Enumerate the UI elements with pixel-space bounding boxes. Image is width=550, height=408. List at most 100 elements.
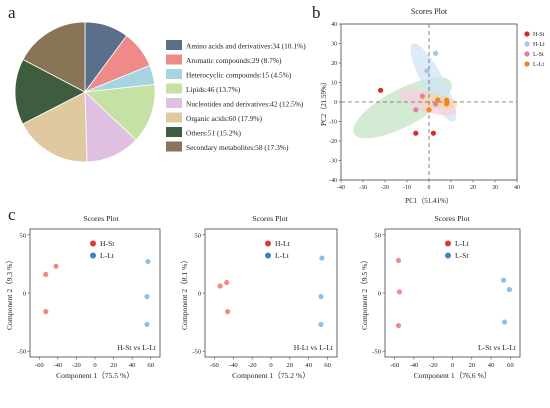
data-point [501, 319, 508, 325]
panel-label-c: c [8, 205, 16, 224]
data-point [435, 97, 441, 103]
legend-swatch [166, 69, 182, 79]
x-tick-label: -20 [72, 362, 81, 369]
data-point [433, 101, 439, 107]
x-tick-label: 60 [324, 362, 331, 369]
x-tick-label: 20 [468, 362, 475, 369]
y-tick-label: 30 [331, 42, 337, 48]
legend-swatch [166, 54, 182, 65]
x-tick-label: 40 [129, 362, 136, 369]
pie-legend: Amino acids and derivatives:34 (10.1%) Ar… [166, 40, 306, 152]
y-tick-label: 0 [198, 291, 202, 298]
legend-label: L-Lt [533, 62, 544, 68]
x-tick-label: -40 [410, 362, 419, 369]
legend-swatch [166, 112, 182, 123]
x-axis-label: Component 1（76.6 %） [414, 371, 492, 380]
y-tick-label: -30 [329, 159, 337, 165]
chart-title: Scores Plot [83, 214, 119, 223]
x-axis-label: Component 1（75.5 %） [56, 371, 134, 380]
comparison-annotation: L-St vs L-Lt [478, 343, 517, 352]
data-point [444, 97, 450, 103]
pie-chart [14, 21, 156, 163]
legend-label: H-Lt [533, 42, 545, 48]
data-point [426, 107, 432, 113]
pie-slice [84, 84, 156, 141]
plot-frame [29, 228, 161, 358]
legend-marker [524, 61, 530, 67]
x-tick-label: 0 [269, 362, 273, 369]
legend-marker [90, 240, 96, 247]
data-point [413, 107, 419, 113]
pie-slice [22, 91, 88, 163]
y-tick-label: 40 [331, 22, 337, 28]
data-point [225, 309, 231, 315]
scores-plot-hst-vs-llt: Scores Plot -60 -40 -20 0 20 40 60 -50 0 50 Compone… [5, 214, 161, 380]
legend-label: Nucleotides and derivatives:42 (12.5%) [186, 100, 304, 109]
data-point [318, 321, 324, 328]
y-tick-label: -50 [372, 349, 381, 356]
y-tick-label: -40 [329, 178, 337, 184]
legend-label: L-Lt [275, 251, 290, 260]
y-tick-label: 0 [334, 100, 337, 106]
legend-label: Amino acids and derivatives:34 (10.1%) [186, 42, 306, 51]
x-tick-label: 20 [287, 362, 294, 369]
y-tick-label: -10 [329, 120, 337, 126]
legend-marker [524, 41, 530, 47]
x-tick-label: 30 [492, 185, 498, 191]
data-point [413, 130, 419, 136]
y-axis-label: Component 2（9.5 %） [360, 256, 369, 330]
y-tick-label: 50 [374, 232, 381, 239]
data-point [424, 68, 430, 74]
y-tick-label: 0 [378, 291, 382, 298]
y-tick-label: 50 [194, 232, 201, 239]
legend-label: L-St [455, 251, 469, 260]
y-tick-label: 10 [331, 81, 337, 87]
x-tick-label: -20 [248, 362, 257, 369]
x-tick-label: 0 [428, 185, 431, 191]
y-axis-label: PC2（21.59%） [320, 78, 328, 126]
data-point [145, 258, 151, 265]
y-tick-label: -50 [17, 349, 26, 356]
legend-label: Secondary metabolites:58 (17.3%) [186, 143, 289, 152]
data-point [419, 93, 425, 99]
legend-label: L-Lt [455, 239, 470, 248]
legend-marker [445, 240, 451, 247]
data-point [433, 50, 439, 56]
data-point [43, 271, 49, 277]
panel-label-b: b [312, 3, 321, 22]
x-axis-label: Component 1（75.2 %） [232, 371, 310, 380]
x-tick-label: -40 [229, 362, 238, 369]
legend-swatch [166, 83, 182, 94]
data-point [318, 293, 324, 300]
x-tick-label: -60 [35, 362, 44, 369]
legend-label: Lipids:46 (13.7%) [186, 85, 241, 94]
data-point [217, 283, 223, 289]
legend-label: L-Lt [100, 251, 115, 260]
legend-marker [90, 252, 96, 259]
y-tick-label: 0 [23, 291, 27, 298]
legend-label: H-Lt [275, 239, 291, 248]
x-tick-label: 60 [147, 362, 154, 369]
x-tick-label: 20 [110, 362, 117, 369]
y-tick-label: -50 [192, 349, 201, 356]
scores-plot-hlt-vs-llt: Scores Plot -60 -40 -20 0 20 40 60 -50 0 50 Compone… [180, 214, 338, 380]
x-tick-label: 0 [93, 362, 97, 369]
data-point [43, 309, 49, 315]
data-point [396, 289, 403, 295]
x-axis-label: PC1（51.41%） [405, 197, 453, 205]
x-tick-label: 40 [305, 362, 312, 369]
legend-label: H-St [100, 239, 115, 248]
x-tick-label: -60 [210, 362, 219, 369]
data-point [144, 321, 150, 328]
legend-swatch [166, 98, 182, 108]
pie-slice [22, 21, 86, 93]
x-tick-label: 60 [507, 362, 514, 369]
x-tick-label: 40 [514, 185, 520, 191]
pca-scores-plot: Scores Plot -40 -30 -20 -10 0 10 20 30 40 -40 -30 -2… [320, 7, 545, 205]
data-point [501, 277, 507, 283]
legend-label: L-St [533, 52, 544, 58]
comparison-annotation: H-St vs L-Lt [117, 343, 157, 352]
pie-slice [14, 58, 86, 125]
chart-title: Scores Plot [252, 214, 288, 223]
